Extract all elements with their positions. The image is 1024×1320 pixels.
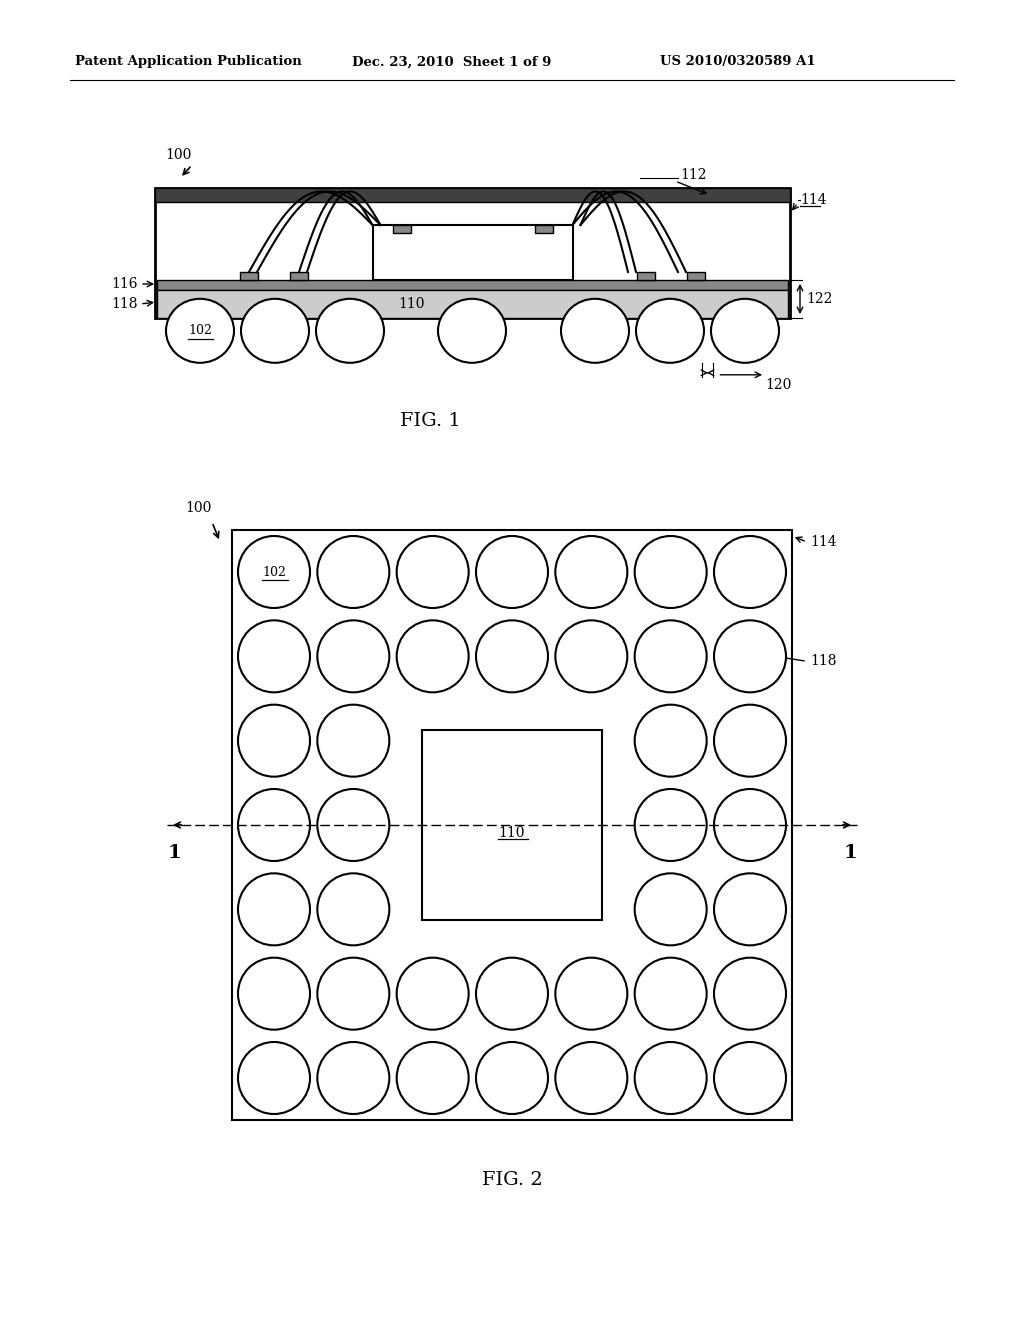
Ellipse shape	[317, 958, 389, 1030]
Ellipse shape	[476, 958, 548, 1030]
Text: 114: 114	[800, 193, 826, 207]
Text: 110: 110	[398, 297, 425, 312]
Ellipse shape	[238, 705, 310, 776]
Bar	[422, 730, 602, 920]
Ellipse shape	[476, 1041, 548, 1114]
Text: 114: 114	[810, 535, 837, 549]
Ellipse shape	[636, 298, 705, 363]
Ellipse shape	[396, 958, 469, 1030]
Text: US 2010/0320589 A1: US 2010/0320589 A1	[660, 55, 816, 69]
Ellipse shape	[561, 298, 629, 363]
Ellipse shape	[714, 620, 786, 692]
Ellipse shape	[238, 789, 310, 861]
Text: 102: 102	[188, 325, 212, 338]
Ellipse shape	[317, 536, 389, 609]
Text: 118: 118	[810, 655, 837, 668]
Ellipse shape	[555, 958, 628, 1030]
Ellipse shape	[635, 874, 707, 945]
Text: Dec. 23, 2010  Sheet 1 of 9: Dec. 23, 2010 Sheet 1 of 9	[352, 55, 551, 69]
Ellipse shape	[238, 958, 310, 1030]
Bar	[232, 531, 792, 1119]
Bar	[155, 187, 790, 318]
Ellipse shape	[635, 705, 707, 776]
Ellipse shape	[476, 536, 548, 609]
Ellipse shape	[635, 536, 707, 609]
Text: 1: 1	[167, 843, 181, 862]
Bar	[290, 272, 308, 280]
Ellipse shape	[635, 789, 707, 861]
Ellipse shape	[555, 1041, 628, 1114]
Text: 112: 112	[680, 168, 707, 182]
Bar	[157, 290, 788, 318]
Text: FIG. 2: FIG. 2	[481, 1171, 543, 1189]
Ellipse shape	[317, 789, 389, 861]
Ellipse shape	[396, 536, 469, 609]
Ellipse shape	[711, 298, 779, 363]
Ellipse shape	[714, 1041, 786, 1114]
Ellipse shape	[166, 298, 234, 363]
Text: 100: 100	[165, 148, 191, 162]
Bar	[392, 224, 411, 234]
Ellipse shape	[317, 620, 389, 692]
Bar	[240, 272, 258, 280]
Ellipse shape	[476, 620, 548, 692]
Ellipse shape	[317, 705, 389, 776]
Ellipse shape	[555, 620, 628, 692]
Ellipse shape	[714, 958, 786, 1030]
Ellipse shape	[317, 874, 389, 945]
Ellipse shape	[396, 620, 469, 692]
Bar	[157, 280, 788, 290]
Ellipse shape	[555, 536, 628, 609]
Ellipse shape	[635, 620, 707, 692]
Ellipse shape	[238, 874, 310, 945]
Text: 100: 100	[185, 502, 211, 515]
Text: 122: 122	[806, 292, 833, 306]
Ellipse shape	[317, 1041, 389, 1114]
Text: 120: 120	[765, 378, 792, 392]
Text: FIG. 1: FIG. 1	[399, 412, 461, 430]
Ellipse shape	[714, 874, 786, 945]
Ellipse shape	[714, 536, 786, 609]
Ellipse shape	[396, 1041, 469, 1114]
Ellipse shape	[635, 958, 707, 1030]
Text: 102: 102	[262, 565, 286, 578]
Ellipse shape	[316, 298, 384, 363]
Text: Patent Application Publication: Patent Application Publication	[75, 55, 302, 69]
Ellipse shape	[238, 1041, 310, 1114]
Ellipse shape	[714, 789, 786, 861]
Ellipse shape	[238, 620, 310, 692]
Ellipse shape	[238, 536, 310, 609]
Bar	[535, 224, 553, 234]
Ellipse shape	[438, 298, 506, 363]
Bar	[373, 224, 572, 280]
Ellipse shape	[241, 298, 309, 363]
Text: 116: 116	[112, 277, 138, 290]
Text: 118: 118	[112, 297, 138, 312]
Bar	[687, 272, 705, 280]
Text: 110: 110	[499, 826, 525, 840]
Bar	[155, 187, 790, 202]
Ellipse shape	[714, 705, 786, 776]
Bar	[637, 272, 655, 280]
Text: 1: 1	[843, 843, 857, 862]
Ellipse shape	[635, 1041, 707, 1114]
